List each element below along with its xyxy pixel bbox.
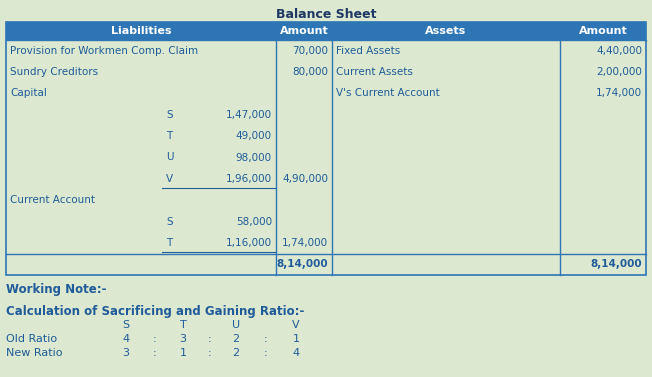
- Text: 1,74,000: 1,74,000: [282, 238, 328, 248]
- Text: Working Note:-: Working Note:-: [6, 283, 106, 296]
- Text: :: :: [264, 334, 268, 344]
- Text: New Ratio: New Ratio: [6, 348, 63, 358]
- Text: Liabilities: Liabilities: [111, 26, 171, 36]
- Text: 49,000: 49,000: [236, 131, 272, 141]
- Text: 1,74,000: 1,74,000: [596, 89, 642, 98]
- Text: :: :: [208, 348, 211, 358]
- Bar: [560, 22, 646, 40]
- Text: U: U: [232, 320, 240, 330]
- Text: 2: 2: [232, 334, 239, 344]
- Text: S: S: [166, 217, 173, 227]
- Text: 1,16,000: 1,16,000: [226, 238, 272, 248]
- Text: 3: 3: [123, 348, 130, 358]
- Text: U: U: [166, 153, 173, 162]
- Text: S: S: [123, 320, 130, 330]
- Text: 4: 4: [123, 334, 130, 344]
- Text: Amount: Amount: [578, 26, 627, 36]
- Text: Current Assets: Current Assets: [336, 67, 413, 77]
- Text: 98,000: 98,000: [236, 153, 272, 162]
- Text: 58,000: 58,000: [236, 217, 272, 227]
- Text: 1: 1: [293, 334, 299, 344]
- Text: 2: 2: [232, 348, 239, 358]
- Text: Amount: Amount: [280, 26, 329, 36]
- Text: 70,000: 70,000: [292, 46, 328, 56]
- Text: S: S: [166, 110, 173, 120]
- Text: Capital: Capital: [10, 89, 47, 98]
- Text: 1,96,000: 1,96,000: [226, 174, 272, 184]
- Text: 8,14,000: 8,14,000: [590, 259, 642, 269]
- Text: Calculation of Sacrificing and Gaining Ratio:-: Calculation of Sacrificing and Gaining R…: [6, 305, 304, 318]
- Text: Fixed Assets: Fixed Assets: [336, 46, 400, 56]
- Text: 3: 3: [179, 334, 186, 344]
- Text: 4,90,000: 4,90,000: [282, 174, 328, 184]
- Text: Balance Sheet: Balance Sheet: [276, 8, 376, 21]
- Text: Provision for Workmen Comp. Claim: Provision for Workmen Comp. Claim: [10, 46, 198, 56]
- Text: 1,47,000: 1,47,000: [226, 110, 272, 120]
- Bar: [6, 22, 276, 40]
- Text: V: V: [166, 174, 173, 184]
- Text: T: T: [166, 131, 172, 141]
- Text: 80,000: 80,000: [292, 67, 328, 77]
- Text: Assets: Assets: [425, 26, 467, 36]
- Text: Old Ratio: Old Ratio: [6, 334, 57, 344]
- Text: 4: 4: [293, 348, 299, 358]
- Text: T: T: [166, 238, 172, 248]
- Text: Sundry Creditors: Sundry Creditors: [10, 67, 98, 77]
- Text: 2,00,000: 2,00,000: [596, 67, 642, 77]
- Bar: [276, 22, 332, 40]
- Text: :: :: [264, 348, 268, 358]
- Text: 4,40,000: 4,40,000: [596, 46, 642, 56]
- Text: 1: 1: [179, 348, 186, 358]
- Text: :: :: [208, 334, 211, 344]
- Text: :: :: [153, 348, 156, 358]
- Text: V's Current Account: V's Current Account: [336, 89, 439, 98]
- Text: :: :: [153, 334, 156, 344]
- Bar: [332, 22, 560, 40]
- Bar: [6, 22, 646, 275]
- Text: Current Account: Current Account: [10, 195, 95, 205]
- Text: T: T: [179, 320, 186, 330]
- Text: V: V: [292, 320, 300, 330]
- Text: 8,14,000: 8,14,000: [276, 259, 328, 269]
